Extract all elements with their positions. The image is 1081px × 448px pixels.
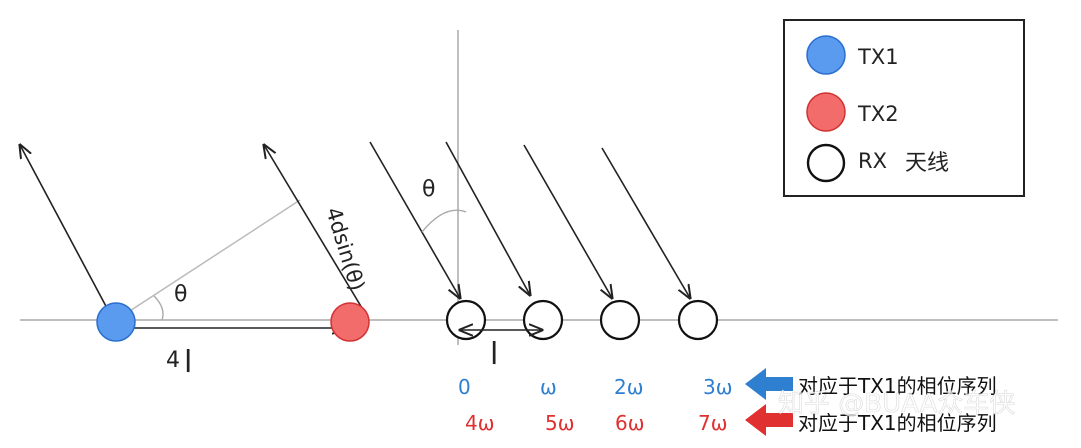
tx1-sequence-caption: 对应于TX1的相位序列	[798, 374, 997, 398]
rx-incoming-arrow-1	[369, 141, 460, 298]
rx-incoming-arrow-2	[445, 141, 530, 295]
rx-incoming-arrow-3	[523, 144, 612, 298]
legend-antenna-word: 天线	[905, 151, 949, 176]
rx-antenna-2	[522, 299, 564, 341]
phase-tx1-2: 2ω	[614, 375, 643, 399]
legend-rx-swatch	[806, 143, 846, 183]
legend-rx-label: RX	[858, 149, 887, 173]
tx1-emission-arrow	[20, 145, 109, 311]
path-difference-label: 4dsin(θ)	[321, 204, 369, 293]
tx1-sequence-arrow	[745, 368, 793, 400]
phase-tx1-1: ω	[540, 375, 557, 399]
legend-tx2-swatch	[806, 92, 846, 132]
rx-incoming-arrow-4	[601, 147, 690, 298]
watermark: 知乎 @BUAA众车侠	[778, 389, 1015, 419]
tx-theta-arc	[153, 295, 164, 321]
legend-tx1-label: TX1	[857, 45, 899, 69]
phase-tx2-1: 5ω	[545, 411, 574, 435]
tx1-antenna	[96, 302, 136, 342]
rx-spacing-glyph: l	[490, 337, 498, 372]
tx-theta-label: θ	[174, 282, 187, 307]
tx2-antenna	[330, 302, 370, 342]
tx-spacing-glyph: l	[184, 345, 192, 380]
phase-tx1-0: 0	[458, 375, 471, 399]
phase-tx2-2: 6ω	[615, 411, 644, 435]
phase-tx1-3: 3ω	[703, 375, 732, 399]
rx-theta-arc	[421, 209, 467, 233]
rx-antenna-1	[445, 299, 487, 341]
legend-tx1-swatch	[806, 35, 846, 75]
phase-tx2-0: 4ω	[465, 411, 494, 435]
legend-tx2-label: TX2	[857, 102, 899, 126]
tx-spacing-label: 4	[166, 348, 180, 373]
tx-path-difference-line	[115, 199, 301, 321]
tx2-sequence-caption: 对应于TX1的相位序列	[798, 411, 997, 435]
rx-theta-label: θ	[422, 177, 435, 202]
rx-antenna-3	[599, 299, 641, 341]
tx2-emission-arrow	[264, 145, 369, 319]
tx2-sequence-arrow	[745, 404, 793, 436]
phase-tx2-3: 7ω	[698, 411, 727, 435]
rx-antenna-4	[677, 299, 719, 341]
